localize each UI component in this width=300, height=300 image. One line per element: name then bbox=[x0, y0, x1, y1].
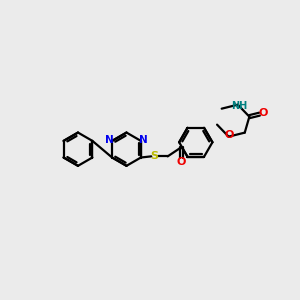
Text: NH: NH bbox=[232, 101, 248, 111]
Text: O: O bbox=[177, 157, 186, 167]
Text: N: N bbox=[139, 135, 148, 145]
Text: S: S bbox=[150, 152, 158, 161]
Text: N: N bbox=[105, 135, 114, 145]
Text: O: O bbox=[225, 130, 234, 140]
Text: O: O bbox=[258, 108, 268, 118]
